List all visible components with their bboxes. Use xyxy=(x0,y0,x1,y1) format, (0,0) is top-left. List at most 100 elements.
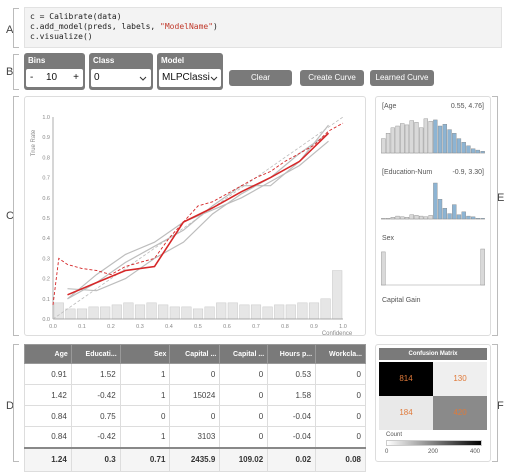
y-axis-label: True Rate xyxy=(31,129,37,156)
column-header[interactable]: Sex xyxy=(119,344,171,364)
cm-cell-false-negative[interactable]: 184 xyxy=(379,396,433,430)
confidence-histogram-bar xyxy=(65,308,76,320)
x-tick-label: 0.9 xyxy=(310,324,318,330)
histogram-bar xyxy=(433,119,438,154)
calibration-chart: 0.0 0.1 0.2 0.3 0.4 0.5 0.6 0.7 0.8 0.9 1.0 0.0 0.1 0… xyxy=(31,115,353,337)
code-line-1: c = Calibrate(data) xyxy=(30,12,122,21)
feature-histogram[interactable] xyxy=(381,246,485,286)
bins-input[interactable]: - 10 + xyxy=(26,69,83,87)
column-header[interactable]: Age xyxy=(24,344,72,364)
confusion-matrix-title: Confusion Matrix xyxy=(379,348,487,360)
section-letter-b: B xyxy=(6,66,14,78)
histogram-bar xyxy=(400,216,405,220)
table-cell: 15024 xyxy=(169,384,221,406)
histogram-bar xyxy=(461,211,466,220)
column-header[interactable]: Capital ... xyxy=(219,344,269,364)
model-value: MLPClassi xyxy=(162,72,210,83)
cm-tick-label: 0 xyxy=(385,449,389,455)
histogram-bar xyxy=(442,208,448,220)
create-curve-button[interactable]: Create Curve xyxy=(300,70,364,86)
confidence-histogram-bar xyxy=(158,304,169,320)
histogram-bar xyxy=(480,151,485,154)
column-header[interactable]: Workcla... xyxy=(315,344,366,364)
histogram-bar xyxy=(419,215,424,220)
table-row[interactable]: 0.91 1.52 1 0 0 0.53 0 xyxy=(24,363,366,385)
model-select[interactable]: MLPClassi xyxy=(159,69,221,87)
confidence-histogram-bar xyxy=(274,304,285,320)
histogram-bar xyxy=(470,216,476,220)
summary-cell: 109.02 xyxy=(219,446,269,472)
histogram-bar xyxy=(447,129,452,154)
histogram-bar xyxy=(437,199,443,220)
confidence-histogram-bar xyxy=(192,308,204,320)
column-header[interactable]: Capital ... xyxy=(169,344,221,364)
cm-cell-true-positive[interactable]: 420 xyxy=(433,396,487,430)
bins-control: Bins - 10 + xyxy=(24,53,85,90)
table-cell: 0 xyxy=(315,384,366,406)
confidence-histogram-bar xyxy=(204,306,215,320)
table-header-row: Age Educati... Sex Capital ... Capital .… xyxy=(24,344,366,364)
y-tick-label: 0.1 xyxy=(42,297,50,303)
x-axis-label: Confidence xyxy=(322,331,353,337)
table-cell: 0 xyxy=(315,405,366,427)
code-panel: c = Calibrate(data) c.add_model(preds, l… xyxy=(24,7,502,48)
table-cell: 0 xyxy=(219,384,269,406)
histogram-bar xyxy=(390,127,395,154)
bins-label: Bins xyxy=(28,56,46,65)
table-cell: 0 xyxy=(315,363,366,385)
bins-decrement-button[interactable]: - xyxy=(30,72,34,83)
confusion-matrix-panel: Confusion Matrix 814 130 184 420 Count 0… xyxy=(375,344,491,462)
histogram-bar xyxy=(456,138,462,154)
x-tick-label: 0.4 xyxy=(165,324,173,330)
table-cell: 0 xyxy=(169,405,221,427)
histogram-bar xyxy=(480,218,485,220)
cm-cell-true-negative[interactable]: 814 xyxy=(379,362,433,396)
model-label: Model xyxy=(161,56,185,65)
summary-cell: 0.02 xyxy=(267,446,317,472)
histogram-bar xyxy=(414,122,419,154)
confidence-histogram-bar xyxy=(239,304,250,320)
table-row[interactable]: 1.42 -0.42 1 15024 0 1.58 0 xyxy=(24,384,366,406)
table-cell: 0 xyxy=(219,426,269,448)
class-value: 0 xyxy=(94,72,100,83)
bracket-f xyxy=(492,344,498,462)
histogram-bar xyxy=(433,182,438,220)
column-header[interactable]: Educati... xyxy=(70,344,121,364)
histogram-bar xyxy=(404,217,410,220)
feature-histogram[interactable] xyxy=(381,114,485,154)
histogram-bar xyxy=(480,248,485,286)
class-select[interactable]: 0 xyxy=(91,69,151,87)
confidence-histogram-bar xyxy=(320,298,331,320)
class-control: Class 0 xyxy=(89,53,153,90)
table-cell: 1.42 xyxy=(24,384,72,406)
bracket-b xyxy=(13,54,19,90)
table-row[interactable]: 0.84 0.75 0 0 0 -0.04 0 xyxy=(24,405,366,427)
confidence-histogram-bar xyxy=(123,302,134,320)
feature-name: [Education-Num xyxy=(382,169,433,176)
histogram-bar xyxy=(381,251,386,286)
feature-histogram[interactable] xyxy=(381,180,485,220)
histogram-bar xyxy=(428,121,433,154)
reference-curve xyxy=(67,132,329,292)
confidence-histogram-bar xyxy=(146,302,157,320)
table-cell: 1 xyxy=(119,384,171,406)
y-tick-label: 0.6 xyxy=(42,196,50,202)
bins-increment-button[interactable]: + xyxy=(73,72,79,83)
clear-button[interactable]: Clear xyxy=(229,70,292,86)
x-tick-label: 0.3 xyxy=(136,324,144,330)
y-tick-label: 1.0 xyxy=(42,115,50,121)
code-line-3: c.visualize() xyxy=(30,32,93,41)
cm-cell-false-positive[interactable]: 130 xyxy=(433,362,487,396)
learned-curve-button[interactable]: Learned Curve xyxy=(370,70,434,86)
code-line-2-string: "ModelName" xyxy=(160,22,214,31)
histogram-bar xyxy=(475,149,481,154)
column-header[interactable]: Hours p... xyxy=(267,344,317,364)
x-tick-label: 0.0 xyxy=(49,324,57,330)
histogram-bar xyxy=(428,215,433,220)
confidence-histogram-bar xyxy=(100,306,111,320)
table-row[interactable]: 0.84 -0.42 1 3103 0 -0.04 0 xyxy=(24,426,366,448)
calibration-plot-panel: 0.0 0.1 0.2 0.3 0.4 0.5 0.6 0.7 0.8 0.9 1.0 0.0 0.1 0… xyxy=(24,96,366,337)
summary-cell: 1.24 xyxy=(24,446,72,472)
feature-name: [Age xyxy=(382,103,397,110)
histogram-bar xyxy=(395,215,400,220)
